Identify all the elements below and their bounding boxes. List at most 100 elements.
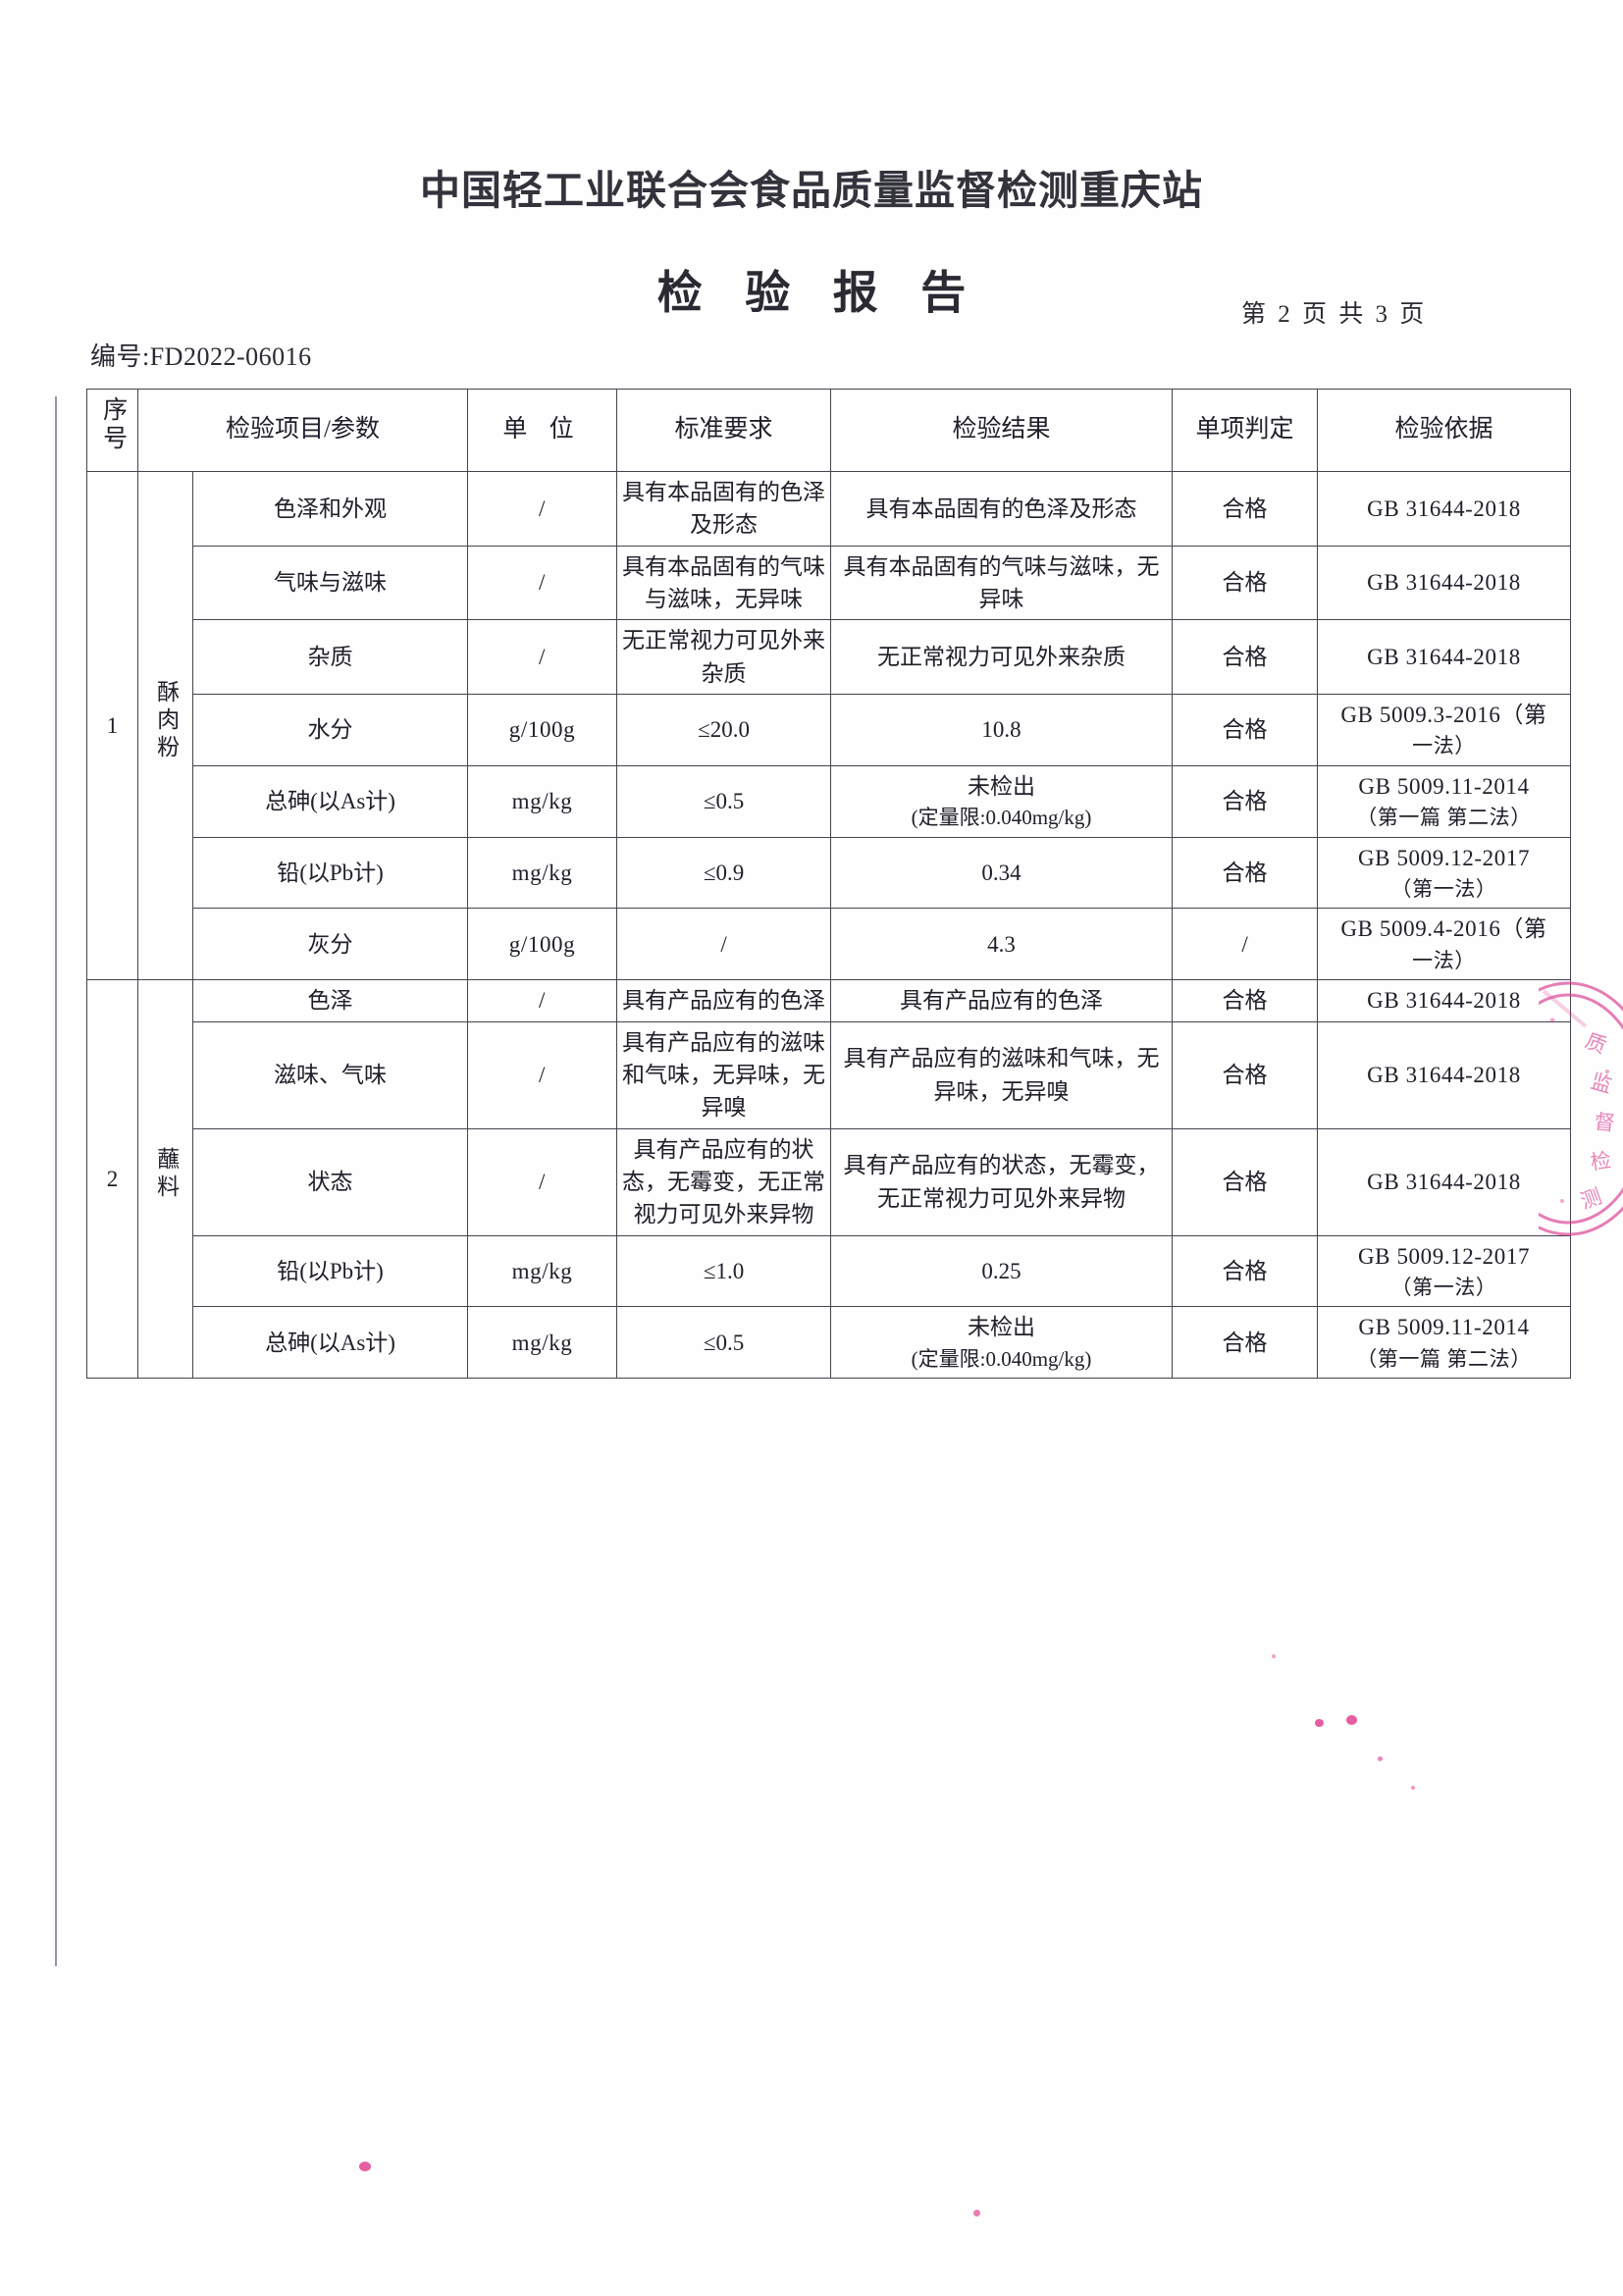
cell-judgement: 合格 (1172, 694, 1319, 766)
table-row: 状态 / 具有产品应有的状态，无霉变，无正常视力可见外来异物 具有产品应有的状态，无霉… (87, 1127, 1572, 1236)
page-edge-artifact (55, 396, 57, 1966)
cell-judgement: 合格 (1172, 836, 1319, 910)
product-name-label: 蘸料 (153, 1147, 179, 1202)
cell-item-name: 灰分 (191, 908, 469, 981)
column-header-judge-label: 单项判定 (1195, 416, 1294, 444)
row-sequence-number: 2 (86, 979, 138, 1380)
ink-speck (1346, 1715, 1357, 1725)
cell-judgement: 合格 (1172, 1306, 1319, 1380)
cell-result: 未检出 (定量限:0.040mg/kg) (830, 1306, 1174, 1380)
cell-basis-sub: 一法） (1412, 734, 1476, 758)
column-header-item: 检验项目/参数 (136, 389, 469, 472)
cell-basis: GB 5009.3-2016（第 一法） (1317, 694, 1572, 766)
table-row: 铅(以Pb计) mg/kg ≤1.0 0.25 合格 GB 5009.12-2017 （第一… (87, 1234, 1572, 1308)
svg-text:监: 监 (1589, 1070, 1615, 1098)
cell-basis: GB 5009.11-2014 （第一篇 第二法） (1317, 1306, 1572, 1380)
cell-unit: / (467, 545, 618, 621)
cell-item-name: 状态 (191, 1127, 469, 1236)
svg-text:检: 检 (1589, 1148, 1612, 1174)
cell-basis: GB 31644-2018 (1317, 619, 1572, 696)
cell-item-name: 总砷(以As计) (191, 764, 469, 838)
cell-result: 0.25 (830, 1234, 1174, 1308)
cell-judgement: 合格 (1172, 1020, 1319, 1129)
cell-basis: GB 31644-2018 (1317, 979, 1572, 1022)
svg-text:测: 测 (1578, 1184, 1605, 1214)
cell-judgement: 合格 (1172, 471, 1319, 547)
document-title: 检 验 报 告 (656, 268, 982, 318)
table-row: 总砷(以As计) mg/kg ≤0.5 未检出 (定量限:0.040mg/kg) 合格 GB… (87, 764, 1572, 838)
cell-judgement: 合格 (1172, 1234, 1319, 1308)
cell-result: 具有本品固有的气味与滋味，无异味 (830, 545, 1174, 621)
cell-result: 具有产品应有的滋味和气味，无异味，无异嗅 (830, 1020, 1174, 1129)
svg-text:督: 督 (1593, 1110, 1615, 1135)
cell-result: 无正常视力可见外来杂质 (830, 619, 1174, 696)
cell-judgement: 合格 (1172, 1127, 1319, 1236)
cell-result: 具有产品应有的色泽 (830, 979, 1174, 1022)
page-indicator: 第 2 页 共 3 页 (1241, 301, 1428, 328)
cell-item-name: 色泽和外观 (191, 471, 469, 547)
ink-speck (1272, 1654, 1276, 1658)
product-name-vertical: 酥肉粉 (137, 470, 193, 981)
cell-unit: / (467, 619, 618, 696)
cell-basis: GB 5009.12-2017 （第一法） (1317, 836, 1572, 910)
svg-text:质: 质 (1582, 1028, 1609, 1058)
cell-basis-sub: （第一法） (1390, 1275, 1497, 1299)
cell-standard: 具有本品固有的气味与滋味，无异味 (616, 545, 832, 621)
cell-basis: GB 31644-2018 (1317, 545, 1572, 621)
table-row: 水分 g/100g ≤20.0 10.8 合格 GB 5009.3-2016（第 一法） (87, 694, 1572, 766)
cell-unit: / (467, 979, 618, 1022)
table-row: 杂质 / 无正常视力可见外来杂质 无正常视力可见外来杂质 合格 GB 31644-2018 (87, 619, 1572, 696)
table-row: 气味与滋味 / 具有本品固有的气味与滋味，无异味 具有本品固有的气味与滋味，无异味 合格… (87, 545, 1572, 621)
product-name-label: 酥肉粉 (153, 679, 179, 762)
cell-item-name: 气味与滋味 (191, 545, 469, 621)
cell-result-main: 未检出 (968, 773, 1036, 799)
column-header-result-label: 检验结果 (952, 416, 1051, 444)
ink-speck (973, 2210, 980, 2217)
column-header-standard: 标准要求 (616, 389, 832, 472)
cell-basis-main: GB 5009.11-2014 (1358, 1315, 1530, 1340)
column-header-basis-label: 检验依据 (1394, 416, 1493, 444)
cell-judgement: 合格 (1172, 545, 1319, 621)
column-header-judge: 单项判定 (1172, 389, 1319, 472)
cell-unit: / (467, 1020, 618, 1129)
ink-speck (1378, 1756, 1383, 1761)
cell-standard: 具有本品固有的色泽及形态 (616, 471, 832, 547)
ink-speck (1315, 1719, 1324, 1727)
cell-basis: GB 5009.11-2014 （第一篇 第二法） (1317, 764, 1572, 838)
cell-judgement: 合格 (1172, 619, 1319, 696)
table-body: 1 酥肉粉 色泽和外观 / 具有本品固有的色泽及形态 具有本品固有的色泽及形态 合格 GB 3… (86, 470, 1572, 1380)
cell-standard: 无正常视力可见外来杂质 (616, 619, 832, 696)
column-header-unit: 单 位 (467, 389, 618, 472)
cell-standard: ≤0.9 (616, 836, 832, 910)
cell-result-main: 未检出 (968, 1315, 1036, 1340)
cell-unit: mg/kg (467, 836, 618, 910)
cell-result-sub: (定量限:0.040mg/kg) (911, 1346, 1092, 1371)
column-header-result: 检验结果 (830, 389, 1174, 472)
cell-unit: / (467, 471, 618, 547)
cell-standard: ≤0.5 (616, 1306, 832, 1380)
cell-basis-main: GB 5009.12-2017 (1357, 845, 1531, 870)
table-row: 铅(以Pb计) mg/kg ≤0.9 0.34 合格 GB 5009.12-2017 （第一… (87, 836, 1572, 910)
cell-item-name: 总砷(以As计) (191, 1306, 469, 1380)
ink-speck (359, 2162, 371, 2171)
column-header-seq-label: 序号 (99, 395, 127, 453)
cell-result: 具有产品应有的状态，无霉变，无正常视力可见外来异物 (830, 1127, 1174, 1236)
table-row: 总砷(以As计) mg/kg ≤0.5 未检出 (定量限:0.040mg/kg) 合格 GB… (87, 1306, 1572, 1380)
table-header: 序号 检验项目/参数 单 位 标准要求 检验结果 单项判定 (86, 389, 1572, 472)
cell-unit: mg/kg (467, 1234, 618, 1308)
cell-basis-sub: 一法） (1412, 948, 1476, 972)
cell-judgement: 合格 (1172, 979, 1319, 1022)
cell-basis-main: GB 5009.12-2017 (1357, 1243, 1531, 1269)
column-header-basis: 检验依据 (1317, 389, 1572, 472)
cell-basis-main: GB 5009.3-2016（第 (1340, 703, 1547, 728)
cell-standard: / (616, 908, 832, 981)
table-row: 灰分 g/100g/4.3/GB 5009.4-2016（第 一法） (87, 908, 1572, 981)
cell-basis-sub: （第一篇 第二法） (1356, 1346, 1532, 1371)
organization-title: 中国轻工业联合会食品质量监督检测重庆站 (420, 168, 1203, 213)
cell-standard: 具有产品应有的状态，无霉变，无正常视力可见外来异物 (616, 1127, 832, 1236)
cell-basis-main: GB 5009.4-2016（第 (1340, 916, 1547, 942)
cell-basis-sub: （第一法） (1390, 876, 1497, 901)
row-sequence-number: 1 (86, 470, 138, 981)
cell-result: 4.3 (830, 908, 1174, 981)
